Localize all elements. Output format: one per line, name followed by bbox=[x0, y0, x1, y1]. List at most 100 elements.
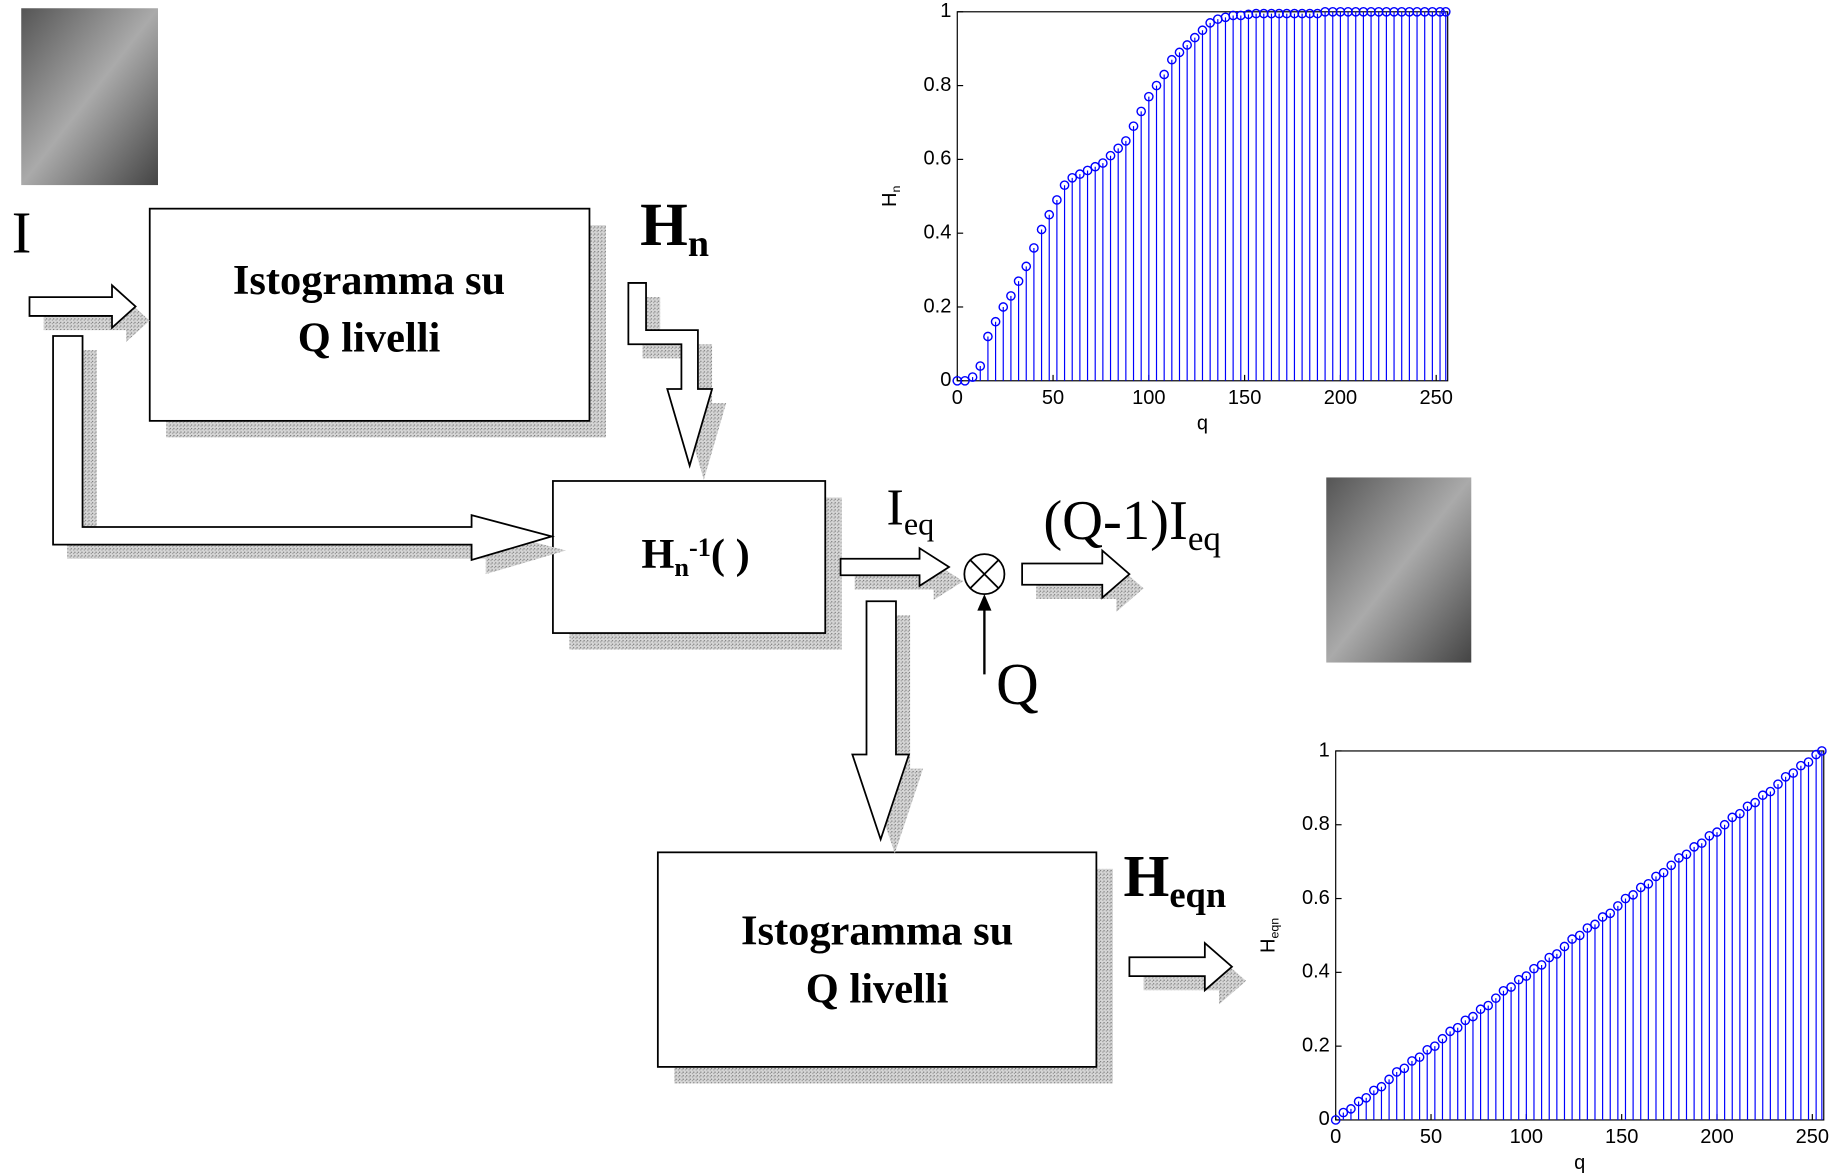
hn-label-part: n bbox=[688, 224, 709, 266]
stem-marker bbox=[1788, 768, 1799, 778]
stem-marker bbox=[1597, 912, 1608, 922]
stem-marker bbox=[1036, 224, 1047, 235]
stem-marker bbox=[1414, 1052, 1425, 1063]
stem-marker bbox=[1529, 963, 1539, 974]
y-axis-label-part: n bbox=[889, 186, 903, 193]
stem-marker bbox=[1742, 801, 1753, 812]
stem-marker bbox=[1513, 974, 1524, 985]
stem-marker bbox=[1696, 838, 1707, 849]
stem-marker bbox=[1727, 812, 1738, 823]
y-tick-label: 0.2 bbox=[924, 295, 952, 317]
stem-marker bbox=[1128, 121, 1139, 132]
output-photo bbox=[1326, 477, 1472, 663]
stem-marker bbox=[1029, 243, 1039, 253]
x-tick-label: 200 bbox=[1324, 387, 1357, 409]
stem-marker bbox=[1437, 1033, 1448, 1044]
block-text: Istogramma su bbox=[233, 257, 505, 304]
stem-marker bbox=[1113, 143, 1124, 154]
stem-marker bbox=[1044, 209, 1055, 220]
block-text: Hn-1( ) bbox=[641, 531, 749, 582]
q-arrow-head bbox=[977, 594, 992, 611]
stem-marker bbox=[1197, 25, 1208, 36]
stem-marker bbox=[1075, 169, 1085, 179]
arrow bbox=[52, 335, 556, 562]
q-label: Q bbox=[996, 651, 1039, 717]
arrow-shadow bbox=[43, 299, 150, 342]
block-text: Q livelli bbox=[298, 315, 441, 362]
y-axis-label: Heqn bbox=[1257, 918, 1281, 953]
stem-marker bbox=[1605, 908, 1616, 919]
stem-marker bbox=[960, 375, 970, 386]
stem-marker bbox=[1506, 982, 1516, 992]
box bbox=[552, 480, 827, 634]
stem-marker bbox=[1735, 808, 1745, 819]
stem-marker bbox=[1498, 985, 1509, 996]
x-tick-label: 200 bbox=[1700, 1126, 1733, 1148]
stem-marker bbox=[1574, 930, 1585, 941]
stem-marker bbox=[998, 302, 1009, 312]
input-label: I bbox=[12, 199, 32, 265]
x-tick-label: 250 bbox=[1419, 387, 1452, 409]
stem-marker bbox=[1536, 960, 1547, 970]
stem-marker bbox=[1059, 180, 1070, 191]
stem-marker bbox=[1105, 150, 1116, 161]
arrow-shadow bbox=[67, 350, 566, 575]
stem-marker bbox=[1689, 842, 1699, 852]
stem-marker bbox=[1666, 860, 1677, 871]
stem-marker bbox=[1090, 161, 1101, 172]
arrow bbox=[627, 282, 714, 469]
stem-marker bbox=[1635, 882, 1646, 893]
stem-marker bbox=[1136, 106, 1147, 117]
stem-marker bbox=[1440, 6, 1451, 17]
y-tick-label: 1 bbox=[940, 0, 951, 22]
stem-marker bbox=[1330, 1115, 1341, 1125]
stem-marker bbox=[1167, 54, 1177, 65]
stem-marker bbox=[1144, 91, 1154, 102]
y-tick-label: 0.8 bbox=[924, 74, 952, 96]
stem-marker bbox=[1052, 195, 1062, 205]
stem-marker bbox=[1704, 830, 1715, 841]
stem-marker bbox=[1445, 1026, 1455, 1037]
stem-marker bbox=[1430, 1041, 1440, 1051]
stem-marker bbox=[1121, 136, 1131, 146]
stem-marker bbox=[1582, 923, 1593, 933]
arrow bbox=[28, 283, 137, 330]
stem-marker bbox=[1468, 1011, 1478, 1022]
stem-marker bbox=[983, 331, 993, 342]
stem-marker bbox=[1346, 1104, 1356, 1114]
heqn-label-part: H bbox=[1124, 843, 1170, 909]
stem-marker bbox=[1475, 1004, 1486, 1015]
arrow bbox=[839, 546, 951, 588]
box bbox=[656, 851, 1098, 1068]
stem-marker bbox=[1773, 779, 1783, 789]
stem-marker bbox=[1205, 18, 1215, 28]
stem-marker bbox=[1651, 871, 1661, 882]
x-tick-label: 150 bbox=[1228, 387, 1261, 409]
x-axis-label: q bbox=[1574, 1152, 1585, 1174]
box bbox=[148, 207, 591, 422]
stem-marker bbox=[1399, 1063, 1410, 1074]
stem-marker bbox=[1435, 6, 1445, 17]
hn-label: Hn bbox=[640, 191, 709, 265]
block-text-part: ( ) bbox=[711, 531, 750, 578]
stem-marker bbox=[1674, 853, 1684, 863]
stem-marker bbox=[1757, 790, 1768, 801]
ieq-label: Ieq bbox=[887, 480, 935, 542]
hn-label-part: H bbox=[640, 191, 688, 259]
y-tick-label: 1 bbox=[1319, 739, 1330, 761]
stem-marker bbox=[1620, 893, 1631, 904]
stem-marker bbox=[1407, 1056, 1417, 1066]
y-tick-label: 0.6 bbox=[924, 148, 952, 170]
output-label-part: (Q-1)I bbox=[1043, 490, 1188, 552]
stem-marker bbox=[1021, 261, 1032, 272]
stem-marker bbox=[967, 372, 978, 382]
stem-marker bbox=[1159, 69, 1170, 80]
stem-marker bbox=[1544, 952, 1555, 963]
ieq-label-part: eq bbox=[904, 505, 934, 541]
stem-marker bbox=[1643, 878, 1654, 889]
stem-marker bbox=[1750, 797, 1760, 808]
output-label-part: eq bbox=[1188, 518, 1221, 557]
stem-marker bbox=[1174, 47, 1185, 58]
stem-marker bbox=[1590, 919, 1600, 930]
